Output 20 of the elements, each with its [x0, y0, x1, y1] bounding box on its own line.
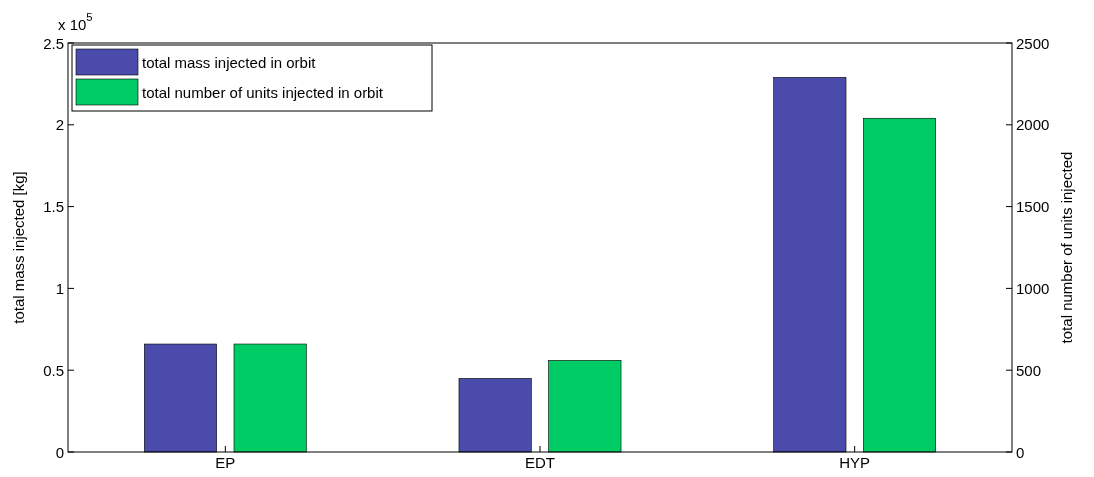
x-tick-label: EP [215, 454, 236, 471]
text: x 10$^{5}$ [58, 11, 93, 34]
y2-tick-label: 1500 [1016, 198, 1050, 216]
legend-label: total mass injected in orbit [142, 53, 317, 71]
y-tick-label: 1 [55, 279, 64, 297]
y-tick-label: 2.5 [43, 34, 64, 52]
y-tick-label: 2 [55, 116, 64, 134]
y2-tick-label: 0 [1016, 443, 1025, 461]
y2-tick-label: 2000 [1016, 116, 1050, 134]
y2-axis-title: total number of units injected [1058, 151, 1075, 344]
y-axis-title: total mass injected [kg] [10, 171, 27, 324]
x-tick-label: EDT [525, 454, 555, 471]
legend-label: total number of units injected in orbit [142, 83, 384, 101]
y-tick-label: 0.5 [43, 361, 64, 379]
y-tick-label: 0 [55, 443, 64, 461]
y2-tick-label: 500 [1016, 361, 1042, 379]
y2-tick-label: 2500 [1016, 34, 1050, 52]
y-tick-label: 1.5 [43, 198, 64, 216]
x-tick-label: HYP [839, 454, 871, 471]
y2-tick-label: 1000 [1016, 279, 1050, 297]
